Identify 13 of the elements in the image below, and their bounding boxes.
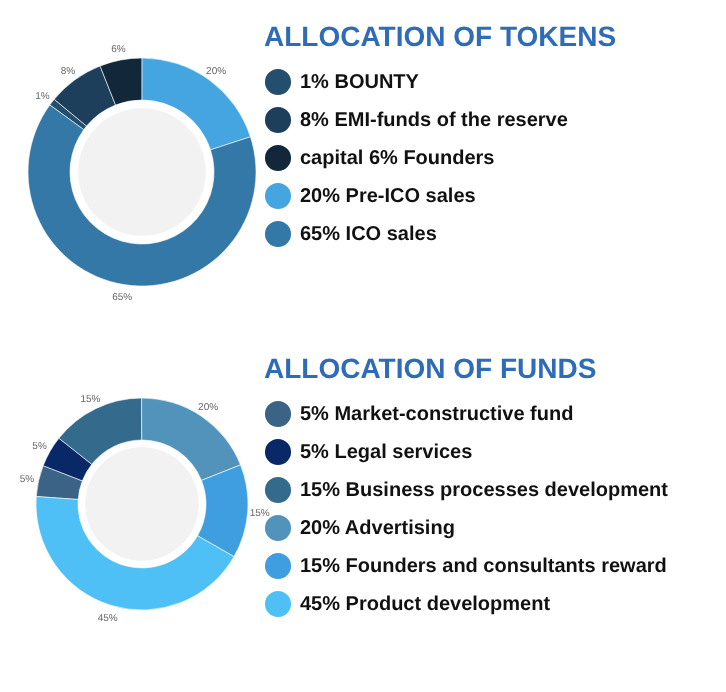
legend-label: 15% Business processes development (300, 480, 670, 502)
legend-label: 45% Product development (300, 594, 552, 616)
legend-label: 5% Market-constructive fund (300, 404, 574, 426)
legend-label: 65% ICO sales (300, 224, 438, 246)
legend-label: 20% Pre-ICO sales (300, 186, 477, 208)
legend-label: 1% BOUNTY (300, 72, 420, 94)
legend-title: ALLOCATION OF TOKENS (264, 20, 617, 52)
legend-label: 8% EMI-funds of the reserve (300, 110, 569, 132)
slice-label: 15% Founders and consultants reward (300, 556, 667, 578)
legend-label: capital 6% Founders (300, 148, 496, 170)
legend-label: 5% Legal services (300, 442, 474, 464)
legend-label: 20% Advertising (300, 518, 455, 540)
legend-title: ALLOCATION OF FUNDS (264, 352, 597, 384)
